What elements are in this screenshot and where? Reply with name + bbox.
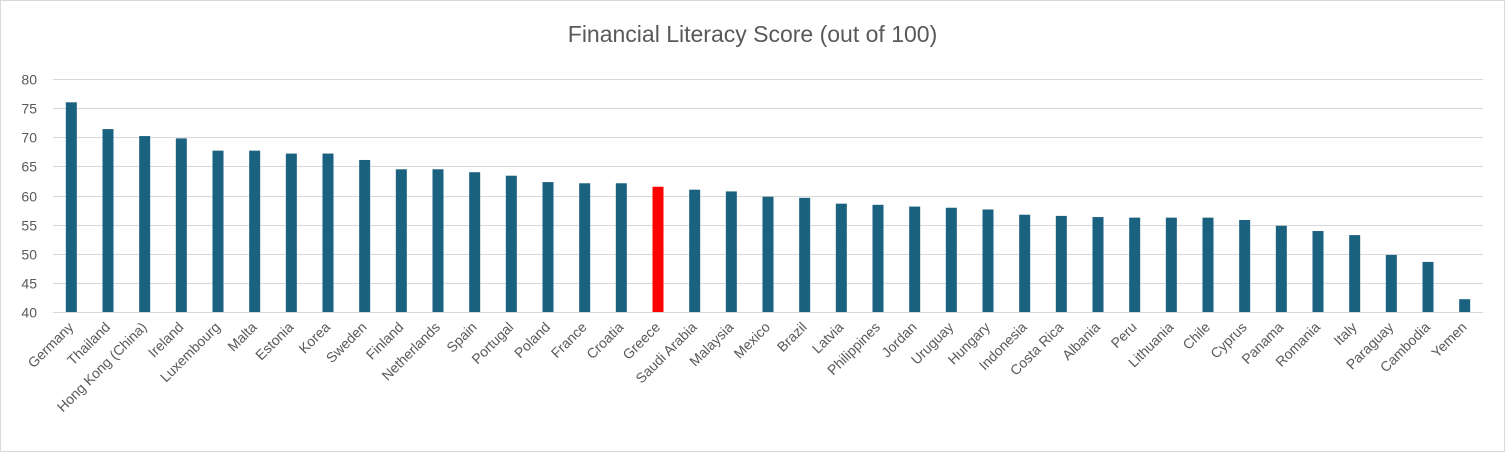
bar-germany (65, 102, 77, 312)
x-category-label: Croatia (583, 319, 626, 362)
y-tick-label: 80 (21, 72, 37, 88)
bar-korea (322, 153, 334, 312)
bar-finland (395, 169, 407, 312)
bar-panama (1275, 225, 1287, 312)
y-tick-label: 75 (21, 101, 37, 117)
bars (65, 102, 1471, 312)
y-tick-label: 60 (21, 189, 37, 205)
bar-hong-kong-china (139, 136, 151, 312)
y-tick-label: 50 (21, 247, 37, 263)
bar-netherlands (432, 169, 444, 312)
bar-indonesia (1019, 214, 1031, 312)
bar-albania (1092, 217, 1104, 312)
x-category-label: Germany (24, 319, 76, 371)
bar-cambodia (1422, 261, 1434, 312)
x-category-label: Italy (1330, 319, 1359, 348)
bar-estonia (285, 153, 297, 312)
y-tick-label: 65 (21, 159, 37, 175)
bar-yemen (1459, 299, 1471, 312)
bar-italy (1349, 235, 1361, 312)
bar-luxembourg (212, 150, 224, 312)
x-category-label: Estonia (252, 319, 296, 363)
x-category-label: Peru (1108, 319, 1140, 351)
bar-mexico (762, 196, 774, 312)
x-category-label: Poland (511, 319, 553, 361)
bar-chile (1202, 217, 1214, 312)
bar-thailand (102, 129, 114, 312)
y-tick-label: 40 (21, 305, 37, 321)
bar-latvia (835, 203, 847, 312)
x-category-label: Albania (1059, 319, 1103, 363)
bar-spain (469, 172, 481, 312)
bar-ireland (175, 138, 187, 312)
y-tick-label: 55 (21, 218, 37, 234)
bar-costa-rica (1055, 215, 1067, 312)
bar-philippines (872, 204, 884, 312)
bar-sweden (359, 159, 371, 312)
bar-hungary (982, 209, 994, 312)
bar-cyprus (1239, 219, 1251, 312)
y-tick-label: 70 (21, 130, 37, 146)
bar-poland (542, 182, 554, 312)
bar-france (579, 183, 591, 312)
bar-portugal (505, 175, 517, 312)
y-axis-tick-labels: 40 45 50 55 60 65 70 75 80 (21, 72, 37, 321)
bar-croatia (615, 183, 627, 312)
bar-brazil (799, 197, 811, 312)
x-category-label: Brazil (774, 319, 810, 355)
x-category-label: France (548, 319, 590, 361)
bar-malta (249, 150, 261, 312)
bar-uruguay (945, 207, 957, 312)
bar-saudi-arabia (689, 189, 701, 312)
chart-title: Financial Literacy Score (out of 100) (567, 21, 938, 47)
x-category-label: Chile (1179, 319, 1213, 353)
bar-jordan (909, 206, 921, 312)
bar-malaysia (725, 191, 737, 312)
bar-paraguay (1385, 254, 1397, 312)
x-category-label: Yemen (1428, 319, 1470, 361)
bar-lithuania (1165, 217, 1177, 312)
x-category-label: Mexico (730, 319, 773, 362)
y-tick-label: 45 (21, 276, 37, 292)
bar-peru (1129, 217, 1141, 312)
bar-romania (1312, 231, 1324, 312)
bar-greece (652, 186, 664, 312)
x-category-label: Sweden (323, 319, 370, 366)
